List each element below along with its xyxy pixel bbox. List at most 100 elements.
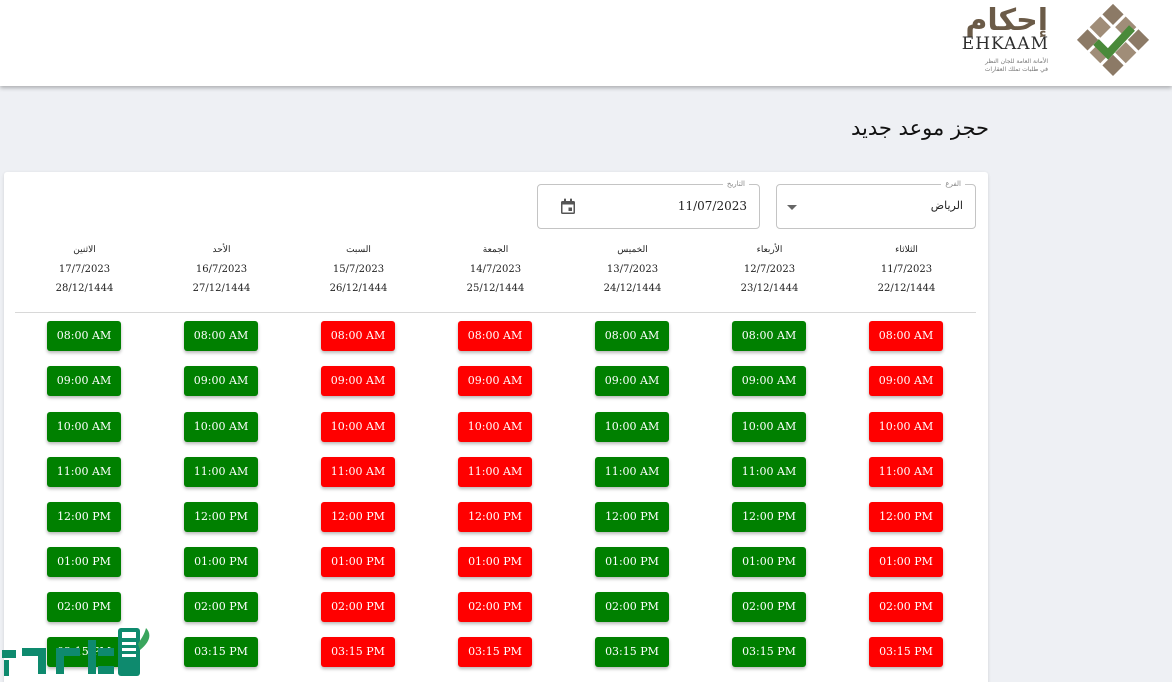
time-slot-booked-button[interactable]: 11:00 AM — [869, 457, 943, 487]
time-slot-available-button[interactable]: 09:00 AM — [595, 366, 669, 396]
logo-subtitle-line-1: الأمانة العامة للجان النظر — [985, 58, 1048, 65]
ehkaam-logo[interactable]: إحكام EHKAAM الأمانة العامة للجان النظر … — [944, 2, 1154, 82]
header-divider — [15, 312, 976, 313]
day-column-header: الأربعاء 12/7/2023 23/12/1444 — [701, 240, 838, 298]
time-slot-booked-button[interactable]: 12:00 PM — [458, 502, 532, 532]
time-slot-booked-button[interactable]: 12:00 PM — [321, 502, 395, 532]
time-slot-available-button[interactable]: 11:00 AM — [47, 457, 121, 487]
time-slot-available-button[interactable]: 09:00 AM — [732, 366, 806, 396]
day-gregorian-date: 13/7/2023 — [606, 264, 659, 275]
time-slot-available-button[interactable]: 12:00 PM — [47, 502, 121, 532]
day-gregorian-date: 16/7/2023 — [195, 264, 248, 275]
branch-value: الرياض — [930, 199, 963, 212]
day-gregorian-date: 12/7/2023 — [743, 264, 796, 275]
time-slot-booked-button[interactable]: 02:00 PM — [458, 592, 532, 622]
day-hijri-date: 25/12/1444 — [466, 283, 525, 294]
day-name: الخميس — [617, 245, 648, 255]
day-name: الاثنين — [73, 245, 96, 255]
time-slot-booked-button[interactable]: 08:00 AM — [321, 321, 395, 351]
time-slot-booked-button[interactable]: 11:00 AM — [458, 457, 532, 487]
time-slot-available-button[interactable]: 11:00 AM — [184, 457, 258, 487]
time-slot-available-button[interactable]: 02:00 PM — [47, 592, 121, 622]
time-slot-available-button[interactable]: 02:00 PM — [595, 592, 669, 622]
time-slot-booked-button[interactable]: 09:00 AM — [869, 366, 943, 396]
day-hijri-date: 22/12/1444 — [877, 283, 936, 294]
time-slot-available-button[interactable]: 11:00 AM — [732, 457, 806, 487]
time-slot-available-button[interactable]: 02:00 PM — [732, 592, 806, 622]
time-slot-available-button[interactable]: 10:00 AM — [595, 412, 669, 442]
date-value: 11/07/2023 — [677, 199, 747, 213]
time-slot-available-button[interactable]: 12:00 PM — [595, 502, 669, 532]
time-slot-booked-button[interactable]: 03:15 PM — [321, 637, 395, 667]
day-column-header: السبت 15/7/2023 26/12/1444 — [290, 240, 427, 298]
time-slot-available-button[interactable]: 10:00 AM — [47, 412, 121, 442]
time-slot-available-button[interactable]: 01:00 PM — [595, 547, 669, 577]
time-slot-available-button[interactable]: 08:00 AM — [732, 321, 806, 351]
branch-select[interactable]: الفرع الرياض — [776, 179, 976, 229]
day-hijri-date: 28/12/1444 — [55, 283, 114, 294]
day-gregorian-date: 15/7/2023 — [332, 264, 385, 275]
page-title: حجز موعد جديد — [851, 116, 989, 140]
time-slot-booked-button[interactable]: 12:00 PM — [869, 502, 943, 532]
time-slot-available-button[interactable]: 01:00 PM — [732, 547, 806, 577]
time-slot-available-button[interactable]: 01:00 PM — [47, 547, 121, 577]
day-gregorian-date: 11/7/2023 — [880, 264, 933, 275]
time-slot-available-button[interactable]: 12:00 PM — [184, 502, 258, 532]
site-watermark-logo — [2, 628, 150, 676]
calendar-icon[interactable] — [560, 198, 576, 215]
time-slot-booked-button[interactable]: 01:00 PM — [869, 547, 943, 577]
time-slot-booked-button[interactable]: 02:00 PM — [869, 592, 943, 622]
time-slot-booked-button[interactable]: 02:00 PM — [321, 592, 395, 622]
day-column-header: الجمعة 14/7/2023 25/12/1444 — [427, 240, 564, 298]
day-gregorian-date: 14/7/2023 — [469, 264, 522, 275]
time-slot-booked-button[interactable]: 01:00 PM — [458, 547, 532, 577]
day-gregorian-date: 17/7/2023 — [58, 264, 111, 275]
day-column-header: الاثنين 17/7/2023 28/12/1444 — [16, 240, 153, 298]
time-slot-booked-button[interactable]: 03:15 PM — [869, 637, 943, 667]
day-hijri-date: 23/12/1444 — [740, 283, 799, 294]
time-slot-booked-button[interactable]: 08:00 AM — [869, 321, 943, 351]
day-column-header: الأحد 16/7/2023 27/12/1444 — [153, 240, 290, 298]
day-name: الثلاثاء — [895, 245, 918, 255]
time-slot-available-button[interactable]: 10:00 AM — [184, 412, 258, 442]
caret-down-icon[interactable] — [787, 205, 797, 210]
logo-subtitle: الأمانة العامة للجان النظر في طلبات تملك… — [985, 58, 1048, 74]
time-slot-booked-button[interactable]: 10:00 AM — [869, 412, 943, 442]
time-slot-available-button[interactable]: 03:15 PM — [732, 637, 806, 667]
day-name: الأربعاء — [756, 245, 783, 255]
time-slot-available-button[interactable]: 08:00 AM — [184, 321, 258, 351]
day-hijri-date: 24/12/1444 — [603, 283, 662, 294]
time-slot-available-button[interactable]: 03:15 PM — [184, 637, 258, 667]
day-column-header: الثلاثاء 11/7/2023 22/12/1444 — [838, 240, 975, 298]
time-slot-available-button[interactable]: 11:00 AM — [595, 457, 669, 487]
time-slot-available-button[interactable]: 01:00 PM — [184, 547, 258, 577]
day-name: الجمعة — [482, 245, 509, 255]
time-slot-booked-button[interactable]: 09:00 AM — [321, 366, 395, 396]
time-slot-booked-button[interactable]: 03:15 PM — [458, 637, 532, 667]
day-hijri-date: 27/12/1444 — [192, 283, 251, 294]
time-slot-available-button[interactable]: 08:00 AM — [595, 321, 669, 351]
time-slot-booked-button[interactable]: 11:00 AM — [321, 457, 395, 487]
branch-label: الفرع — [941, 179, 965, 189]
time-slot-booked-button[interactable]: 10:00 AM — [458, 412, 532, 442]
time-slot-available-button[interactable]: 12:00 PM — [732, 502, 806, 532]
time-slot-booked-button[interactable]: 01:00 PM — [321, 547, 395, 577]
time-slot-available-button[interactable]: 10:00 AM — [732, 412, 806, 442]
day-name: السبت — [346, 245, 371, 255]
time-slot-booked-button[interactable]: 10:00 AM — [321, 412, 395, 442]
logo-mark-icon — [1076, 3, 1150, 76]
day-column-header: الخميس 13/7/2023 24/12/1444 — [564, 240, 701, 298]
time-slot-available-button[interactable]: 03:15 PM — [595, 637, 669, 667]
date-field[interactable]: التاريخ 11/07/2023 — [537, 179, 760, 229]
logo-arabic-text: إحكام — [965, 3, 1048, 38]
day-hijri-date: 26/12/1444 — [329, 283, 388, 294]
time-slot-available-button[interactable]: 09:00 AM — [47, 366, 121, 396]
time-slot-booked-button[interactable]: 09:00 AM — [458, 366, 532, 396]
date-label: التاريخ — [722, 179, 749, 189]
top-header: إحكام EHKAAM الأمانة العامة للجان النظر … — [0, 0, 1172, 86]
time-slot-available-button[interactable]: 09:00 AM — [184, 366, 258, 396]
time-slot-available-button[interactable]: 08:00 AM — [47, 321, 121, 351]
logo-english-text: EHKAAM — [961, 34, 1049, 54]
time-slot-available-button[interactable]: 02:00 PM — [184, 592, 258, 622]
time-slot-booked-button[interactable]: 08:00 AM — [458, 321, 532, 351]
